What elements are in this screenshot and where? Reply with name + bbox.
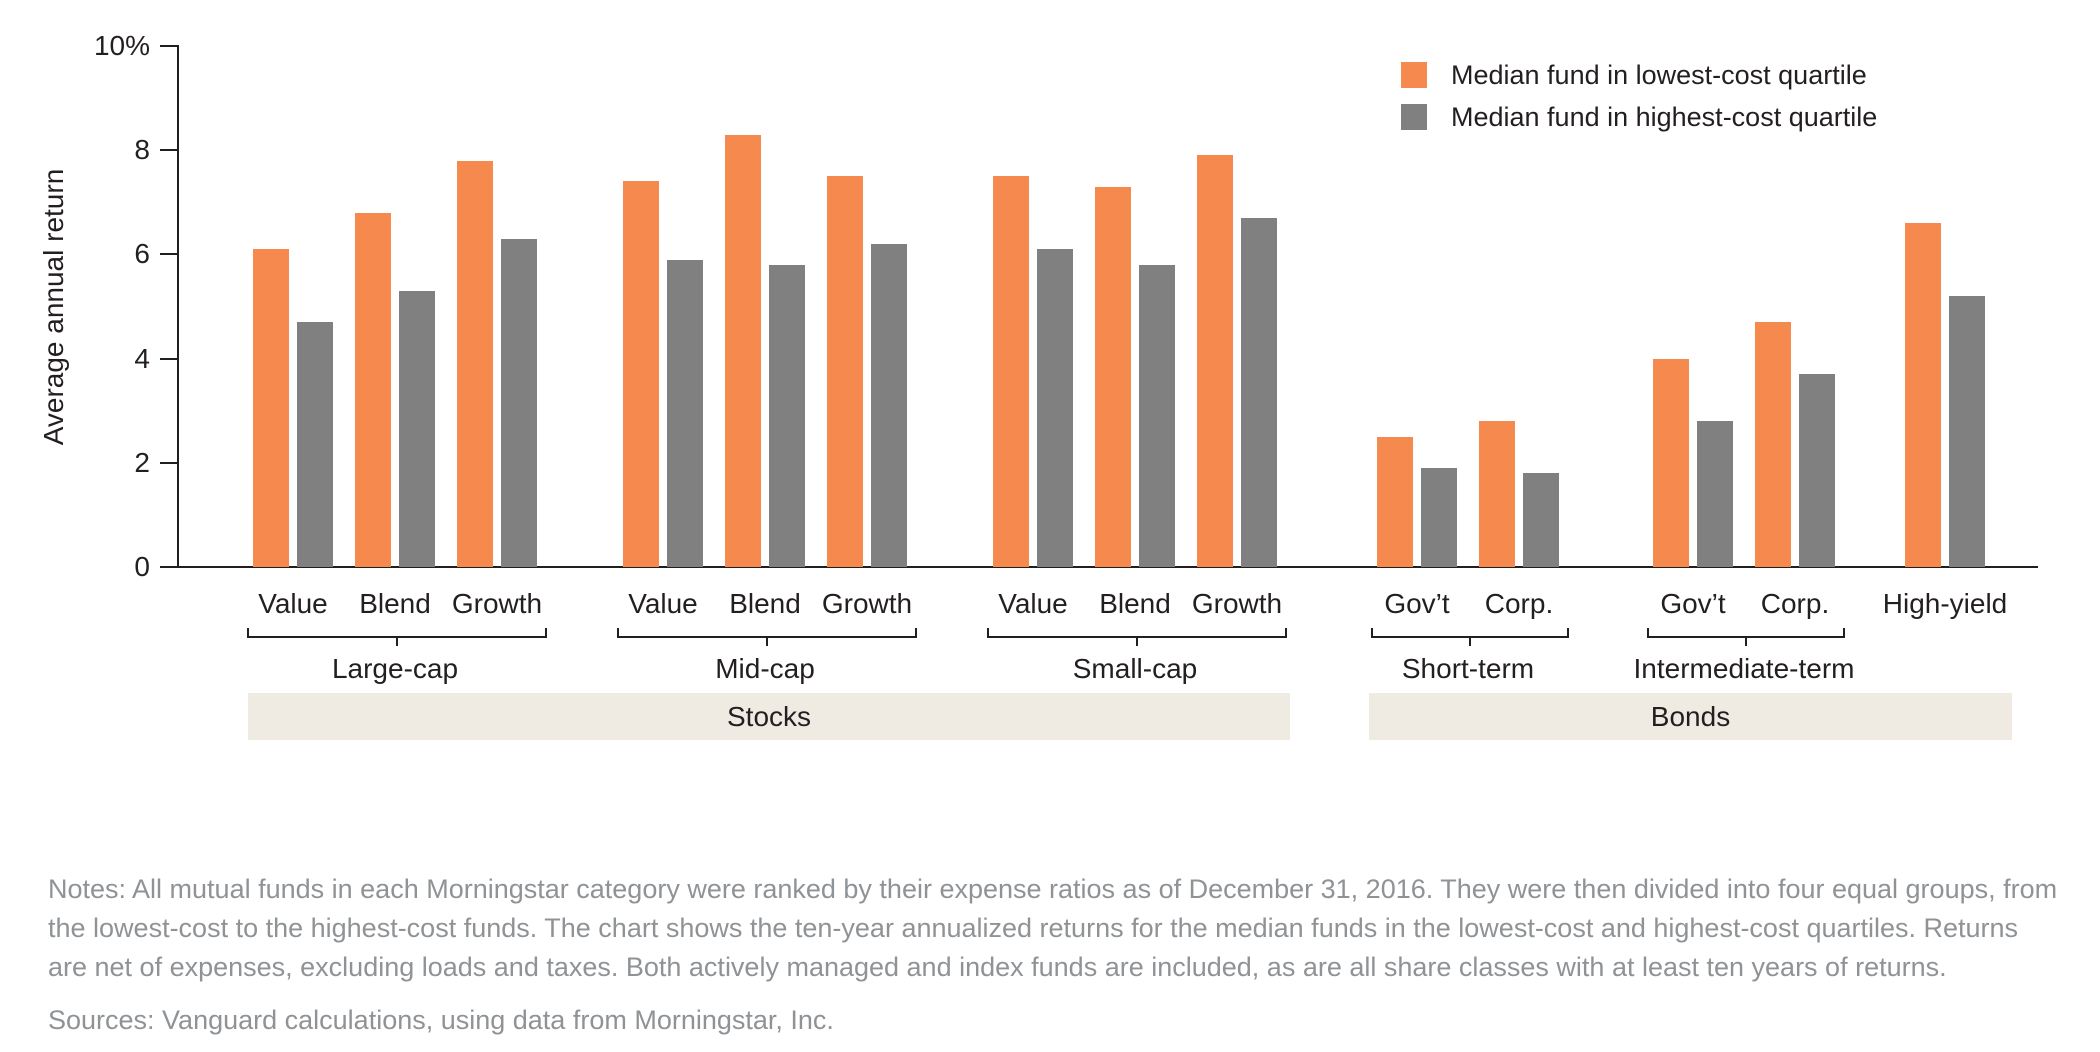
bar-lowest-cost-quartile bbox=[1905, 223, 1941, 567]
bar-lowest-cost-quartile bbox=[1095, 186, 1131, 567]
y-tick-label: 8 bbox=[134, 134, 150, 166]
category-label: High-yield bbox=[1882, 588, 2008, 619]
bar-lowest-cost-quartile bbox=[1479, 421, 1515, 567]
y-tick-label: 10% bbox=[93, 30, 150, 61]
legend-swatch-lowest-cost bbox=[1401, 62, 1427, 88]
group-bracket bbox=[617, 628, 917, 646]
bar-lowest-cost-quartile bbox=[457, 160, 493, 567]
group-label: Large-cap bbox=[331, 653, 459, 684]
group-bracket bbox=[1647, 628, 1845, 646]
bar-highest-cost-quartile bbox=[1523, 473, 1559, 567]
bar-lowest-cost-quartile bbox=[623, 181, 659, 567]
y-tick bbox=[160, 45, 178, 47]
group-label: Intermediate-term bbox=[1633, 653, 1855, 684]
category-label: Growth bbox=[1191, 588, 1283, 619]
bar-highest-cost-quartile bbox=[769, 264, 805, 567]
category-label: Corp. bbox=[1484, 588, 1554, 619]
group-bracket bbox=[247, 628, 547, 646]
bar-lowest-cost-quartile bbox=[725, 134, 761, 567]
bar-highest-cost-quartile bbox=[1421, 468, 1457, 567]
y-tick bbox=[160, 149, 178, 152]
group-label: Short-term bbox=[1401, 653, 1535, 684]
bar-lowest-cost-quartile bbox=[1197, 155, 1233, 567]
section-label: Stocks bbox=[726, 701, 812, 732]
bar-highest-cost-quartile bbox=[1139, 264, 1175, 567]
notes-text: Notes: All mutual funds in each Mornings… bbox=[48, 874, 2058, 982]
legend-label: Median fund in highest-cost quartile bbox=[1451, 102, 1878, 132]
y-tick bbox=[160, 461, 178, 464]
bar-lowest-cost-quartile bbox=[993, 176, 1029, 567]
category-label: Growth bbox=[821, 588, 913, 619]
bar-highest-cost-quartile bbox=[871, 243, 907, 567]
bar-lowest-cost-quartile bbox=[1377, 436, 1413, 567]
group-label: Small-cap bbox=[1072, 653, 1198, 684]
bar-highest-cost-quartile bbox=[1949, 296, 1985, 567]
y-tick-label: 4 bbox=[134, 342, 150, 374]
bar-highest-cost-quartile bbox=[1799, 374, 1835, 567]
y-tick-label: 0 bbox=[134, 551, 150, 582]
y-tick-label: 2 bbox=[134, 446, 150, 478]
category-label: Blend bbox=[729, 588, 801, 619]
y-tick bbox=[160, 357, 178, 360]
bar-lowest-cost-quartile bbox=[355, 212, 391, 567]
bar-highest-cost-quartile bbox=[1037, 249, 1073, 567]
group-bracket bbox=[987, 628, 1287, 646]
bar-lowest-cost-quartile bbox=[827, 176, 863, 567]
y-axis-line bbox=[177, 45, 179, 568]
category-label: Gov’t bbox=[1660, 588, 1726, 619]
category-label: Corp. bbox=[1760, 588, 1830, 619]
category-label: Value bbox=[258, 588, 328, 619]
section-band: Stocks bbox=[248, 693, 1290, 740]
bar-highest-cost-quartile bbox=[297, 322, 333, 567]
x-axis-baseline bbox=[160, 566, 2038, 568]
bar-highest-cost-quartile bbox=[1241, 217, 1277, 567]
sources-text: Sources: Vanguard calculations, using da… bbox=[48, 1005, 834, 1035]
bar-lowest-cost-quartile bbox=[253, 249, 289, 567]
y-tick-label: 6 bbox=[134, 238, 150, 270]
category-label: Value bbox=[628, 588, 698, 619]
section-band: Bonds bbox=[1369, 693, 2012, 740]
category-label: Growth bbox=[451, 588, 543, 619]
y-tick bbox=[160, 253, 178, 256]
bar-highest-cost-quartile bbox=[667, 259, 703, 567]
legend-swatch-highest-cost bbox=[1401, 104, 1427, 130]
bar-lowest-cost-quartile bbox=[1653, 358, 1689, 567]
category-label: Value bbox=[998, 588, 1068, 619]
bar-highest-cost-quartile bbox=[399, 290, 435, 567]
y-tick bbox=[160, 566, 178, 568]
bar-lowest-cost-quartile bbox=[1755, 322, 1791, 567]
bar-highest-cost-quartile bbox=[1697, 421, 1733, 567]
footnotes: Notes: All mutual funds in each Mornings… bbox=[48, 870, 2062, 1040]
group-bracket bbox=[1371, 628, 1569, 646]
category-label: Blend bbox=[359, 588, 431, 619]
category-label: Blend bbox=[1099, 588, 1171, 619]
legend-label: Median fund in lowest-cost quartile bbox=[1451, 60, 1867, 90]
category-label: Gov’t bbox=[1384, 588, 1450, 619]
group-label: Mid-cap bbox=[715, 653, 815, 684]
section-label: Bonds bbox=[1650, 701, 1731, 732]
bar-highest-cost-quartile bbox=[501, 238, 537, 567]
